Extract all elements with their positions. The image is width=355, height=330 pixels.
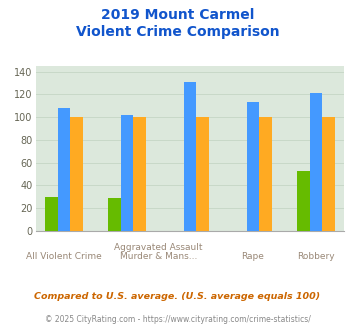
Legend: Mount Carmel, Illinois, National: Mount Carmel, Illinois, National [61, 327, 318, 330]
Bar [70, 117, 83, 231]
Text: Rape: Rape [241, 252, 264, 261]
Bar [121, 115, 133, 231]
Bar [196, 117, 209, 231]
Bar [310, 93, 322, 231]
Text: Compared to U.S. average. (U.S. average equals 100): Compared to U.S. average. (U.S. average … [34, 292, 321, 301]
Bar [322, 117, 335, 231]
Text: Violent Crime Comparison: Violent Crime Comparison [76, 25, 279, 39]
Bar [259, 117, 272, 231]
Bar [45, 197, 58, 231]
Bar [247, 102, 259, 231]
Bar [184, 82, 196, 231]
Text: Aggravated Assault: Aggravated Assault [114, 243, 203, 251]
Bar [297, 171, 310, 231]
Bar [133, 117, 146, 231]
Text: All Violent Crime: All Violent Crime [26, 252, 102, 261]
Text: © 2025 CityRating.com - https://www.cityrating.com/crime-statistics/: © 2025 CityRating.com - https://www.city… [45, 315, 310, 324]
Text: Robbery: Robbery [297, 252, 335, 261]
Text: Murder & Mans...: Murder & Mans... [120, 252, 197, 261]
Bar [58, 108, 70, 231]
Text: 2019 Mount Carmel: 2019 Mount Carmel [101, 8, 254, 22]
Bar [108, 198, 121, 231]
